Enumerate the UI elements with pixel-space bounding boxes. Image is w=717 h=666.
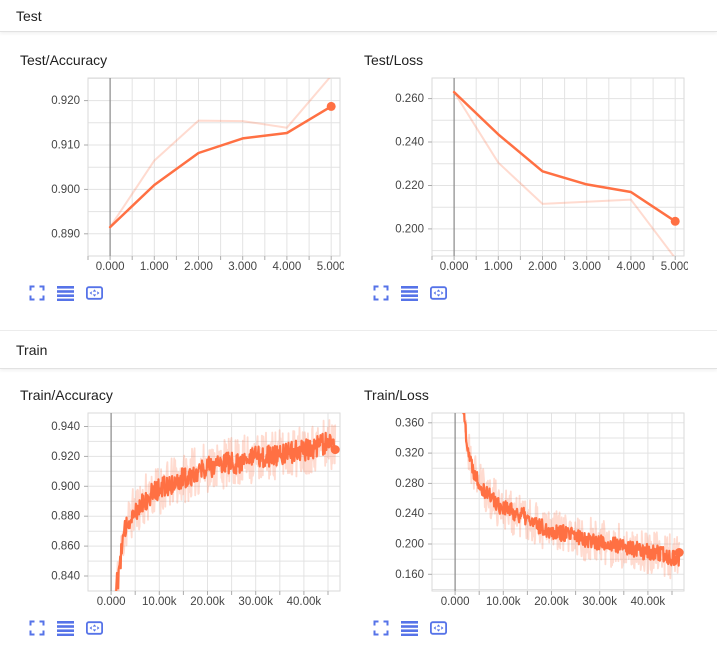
svg-text:0.880: 0.880 xyxy=(51,511,80,523)
section-title: Train xyxy=(16,341,48,358)
expand-chart-button[interactable] xyxy=(28,619,45,636)
svg-text:4.000: 4.000 xyxy=(273,261,302,273)
train-accuracy-chart[interactable]: 0.840 0.860 0.880 0.900 0.920 0.940 0.000 10.00… xyxy=(0,405,344,613)
svg-text:40.00k: 40.00k xyxy=(631,596,666,608)
svg-text:0.240: 0.240 xyxy=(395,508,424,520)
svg-text:5.000: 5.000 xyxy=(661,261,688,273)
svg-text:0.160: 0.160 xyxy=(395,569,424,581)
section-title: Test xyxy=(16,7,42,24)
test-loss-card: Test/Loss 0.200 0.220 0.240 0.260 0.000 1.000… xyxy=(344,32,717,330)
runs-table-button[interactable] xyxy=(57,619,74,636)
runs-table-button[interactable] xyxy=(57,284,74,301)
test-charts-row: Test/Accuracy 0.890 0.900 0.910 0.920 0.000 1… xyxy=(0,32,717,330)
chart-toolbar xyxy=(0,619,344,637)
svg-text:0.220: 0.220 xyxy=(395,180,424,192)
svg-text:0.920: 0.920 xyxy=(51,451,80,463)
svg-text:0.200: 0.200 xyxy=(395,223,424,235)
expand-icon xyxy=(373,285,388,300)
svg-text:4.000: 4.000 xyxy=(617,261,646,273)
section-header-test[interactable]: Test xyxy=(0,0,717,32)
chart-title: Train/Accuracy xyxy=(20,387,113,403)
test-loss-chart[interactable]: 0.200 0.220 0.240 0.260 0.000 1.000 2.000 3.000… xyxy=(344,70,688,278)
svg-text:2.000: 2.000 xyxy=(528,261,557,273)
runs-table-button[interactable] xyxy=(401,619,418,636)
svg-text:0.920: 0.920 xyxy=(51,95,80,107)
section-header-train[interactable]: Train xyxy=(0,330,717,369)
expand-chart-button[interactable] xyxy=(372,284,389,301)
svg-text:0.240: 0.240 xyxy=(395,137,424,149)
svg-text:0.000: 0.000 xyxy=(97,596,126,608)
svg-text:20.00k: 20.00k xyxy=(190,596,225,608)
train-charts-row: Train/Accuracy 0.840 0.860 0.880 0.900 0.920… xyxy=(0,369,717,637)
svg-text:0.900: 0.900 xyxy=(51,481,80,493)
fit-domain-icon xyxy=(430,620,447,635)
expand-icon xyxy=(373,620,388,635)
horizontal-lines-icon xyxy=(57,285,74,301)
svg-text:5.000: 5.000 xyxy=(317,261,344,273)
section-train: Train Train/Accuracy 0.840 0.860 0.880 0.90… xyxy=(0,330,717,637)
svg-text:20.00k: 20.00k xyxy=(534,596,569,608)
svg-text:0.940: 0.940 xyxy=(51,421,80,433)
horizontal-lines-icon xyxy=(401,285,418,301)
svg-text:1.000: 1.000 xyxy=(140,261,169,273)
svg-text:0.360: 0.360 xyxy=(395,417,424,429)
fit-domain-button[interactable] xyxy=(86,284,103,301)
train-loss-card: Train/Loss 0.160 0.200 0.240 0.280 0.320 0.36… xyxy=(344,369,717,637)
horizontal-lines-icon xyxy=(57,620,74,636)
chart-title: Test/Accuracy xyxy=(20,52,108,68)
expand-icon xyxy=(29,620,44,635)
expand-icon xyxy=(29,285,44,300)
fit-domain-icon xyxy=(86,285,103,300)
svg-text:1.000: 1.000 xyxy=(484,261,513,273)
chart-title: Test/Loss xyxy=(364,52,424,68)
train-accuracy-card: Train/Accuracy 0.840 0.860 0.880 0.900 0.920… xyxy=(0,369,344,637)
svg-text:0.840: 0.840 xyxy=(51,571,80,583)
section-test: Test Test/Accuracy 0.890 0.900 0.910 0.920 0… xyxy=(0,0,717,330)
expand-chart-button[interactable] xyxy=(372,619,389,636)
expand-chart-button[interactable] xyxy=(28,284,45,301)
svg-text:0.000: 0.000 xyxy=(441,596,470,608)
horizontal-lines-icon xyxy=(401,620,418,636)
runs-table-button[interactable] xyxy=(401,284,418,301)
svg-text:3.000: 3.000 xyxy=(228,261,257,273)
svg-text:0.000: 0.000 xyxy=(440,261,469,273)
fit-domain-button[interactable] xyxy=(430,284,447,301)
svg-text:0.890: 0.890 xyxy=(51,228,80,240)
svg-text:30.00k: 30.00k xyxy=(582,596,617,608)
svg-text:0.860: 0.860 xyxy=(51,541,80,553)
svg-text:10.00k: 10.00k xyxy=(142,596,177,608)
fit-domain-icon xyxy=(86,620,103,635)
svg-text:10.00k: 10.00k xyxy=(486,596,521,608)
chart-toolbar xyxy=(0,284,344,302)
svg-text:0.260: 0.260 xyxy=(395,93,424,105)
svg-text:0.900: 0.900 xyxy=(51,184,80,196)
svg-text:2.000: 2.000 xyxy=(184,261,213,273)
chart-toolbar xyxy=(344,284,717,302)
chart-toolbar xyxy=(344,619,717,637)
test-accuracy-card: Test/Accuracy 0.890 0.900 0.910 0.920 0.000 1… xyxy=(0,32,344,330)
test-accuracy-chart[interactable]: 0.890 0.900 0.910 0.920 0.000 1.000 2.000 3.000… xyxy=(0,70,344,278)
fit-domain-button[interactable] xyxy=(86,619,103,636)
fit-domain-button[interactable] xyxy=(430,619,447,636)
svg-text:0.910: 0.910 xyxy=(51,140,80,152)
svg-text:3.000: 3.000 xyxy=(572,261,601,273)
chart-title: Train/Loss xyxy=(364,387,429,403)
svg-text:0.280: 0.280 xyxy=(395,478,424,490)
train-loss-chart[interactable]: 0.160 0.200 0.240 0.280 0.320 0.360 0.000 10.00… xyxy=(344,405,688,613)
svg-text:0.200: 0.200 xyxy=(395,539,424,551)
svg-text:0.320: 0.320 xyxy=(395,448,424,460)
svg-text:30.00k: 30.00k xyxy=(238,596,273,608)
svg-text:0.000: 0.000 xyxy=(96,261,125,273)
svg-text:40.00k: 40.00k xyxy=(287,596,322,608)
fit-domain-icon xyxy=(430,285,447,300)
